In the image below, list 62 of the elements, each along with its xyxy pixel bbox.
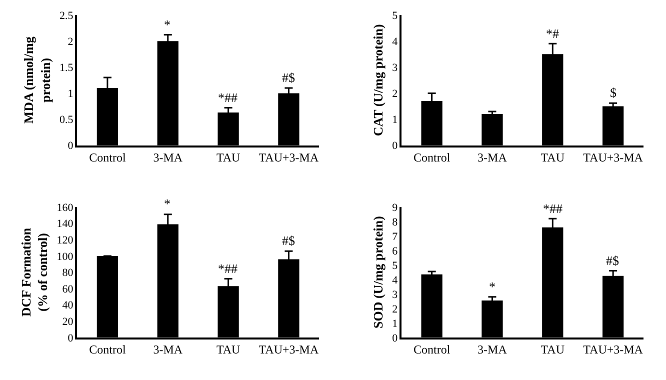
y-tick-label: 20 bbox=[62, 316, 74, 328]
y-tick-label: 1 bbox=[68, 88, 74, 100]
y-tick-label: 2 bbox=[392, 303, 398, 316]
x-tick-label: 3-MA bbox=[478, 342, 508, 357]
x-tick-label: TAU bbox=[216, 342, 240, 357]
y-tick-label: 3 bbox=[392, 62, 398, 74]
annotation: *# bbox=[546, 26, 560, 41]
x-tick-label: Control bbox=[89, 150, 126, 164]
annotation: #$ bbox=[282, 233, 296, 248]
x-tick-label: Control bbox=[413, 150, 451, 164]
y-tick-label: 0 bbox=[68, 140, 74, 152]
x-tick-label: TAU bbox=[540, 342, 565, 357]
annotation: #$ bbox=[606, 253, 620, 268]
y-tick-label: 4 bbox=[392, 36, 398, 48]
x-tick-label: TAU+3-MA bbox=[583, 342, 644, 357]
x-tick-label: Control bbox=[413, 342, 451, 357]
y-tick-label: 140 bbox=[56, 218, 74, 230]
annotation: #$ bbox=[282, 70, 296, 85]
y-tick-label: 6 bbox=[392, 245, 398, 258]
annotation: *## bbox=[218, 90, 238, 105]
x-tick-label: TAU+3-MA bbox=[258, 150, 319, 164]
y-tick-label: 7 bbox=[392, 230, 398, 243]
y-tick-label: 0 bbox=[392, 332, 398, 344]
y-axis-title: SOD (U/mg protein) bbox=[370, 216, 386, 328]
annotation: $ bbox=[610, 85, 617, 100]
y-axis-title: MDA (nmol/mg protein) bbox=[21, 36, 53, 124]
y-tick-label: 4 bbox=[392, 274, 398, 286]
y-tick-label: 2.5 bbox=[60, 10, 74, 22]
y-tick-label: 60 bbox=[62, 283, 74, 296]
y-tick-label: 40 bbox=[62, 300, 74, 312]
x-tick-label: TAU bbox=[540, 150, 565, 164]
annotation: *## bbox=[218, 261, 238, 276]
y-axis-title: CAT (U/mg protein) bbox=[370, 24, 386, 136]
y-tick-label: 0.5 bbox=[60, 114, 74, 126]
annotation: * bbox=[164, 196, 170, 211]
x-tick-label: 3-MA bbox=[153, 150, 183, 164]
x-tick-label: TAU+3-MA bbox=[583, 150, 644, 164]
y-tick-label: 2 bbox=[392, 88, 398, 100]
x-tick-label: Control bbox=[89, 342, 126, 357]
x-tick-label: TAU+3-MA bbox=[258, 342, 319, 357]
annotation: * bbox=[489, 279, 496, 294]
y-tick-label: 8 bbox=[392, 216, 398, 228]
y-tick-label: 160 bbox=[56, 202, 74, 214]
x-tick-label: 3-MA bbox=[478, 150, 508, 164]
y-tick-label: 120 bbox=[56, 234, 74, 247]
y-tick-label: 0 bbox=[392, 140, 398, 152]
y-tick-label: 3 bbox=[392, 288, 398, 301]
y-axis-title: DCF Formation (% of control) bbox=[18, 227, 50, 317]
y-tick-label: 100 bbox=[56, 250, 74, 263]
y-tick-label: 1.5 bbox=[60, 62, 74, 74]
annotation: *## bbox=[543, 201, 563, 216]
y-tick-label: 5 bbox=[392, 260, 398, 272]
y-tick-label: 80 bbox=[62, 267, 74, 280]
y-tick-label: 1 bbox=[392, 318, 398, 330]
annotation: * bbox=[164, 17, 170, 32]
y-tick-label: 9 bbox=[392, 202, 398, 214]
y-tick-label: 5 bbox=[392, 10, 398, 22]
x-tick-label: 3-MA bbox=[153, 342, 183, 357]
x-tick-label: TAU bbox=[216, 150, 240, 164]
y-tick-label: 2 bbox=[68, 36, 74, 48]
y-tick-label: 0 bbox=[68, 332, 74, 344]
y-tick-label: 1 bbox=[392, 114, 398, 126]
